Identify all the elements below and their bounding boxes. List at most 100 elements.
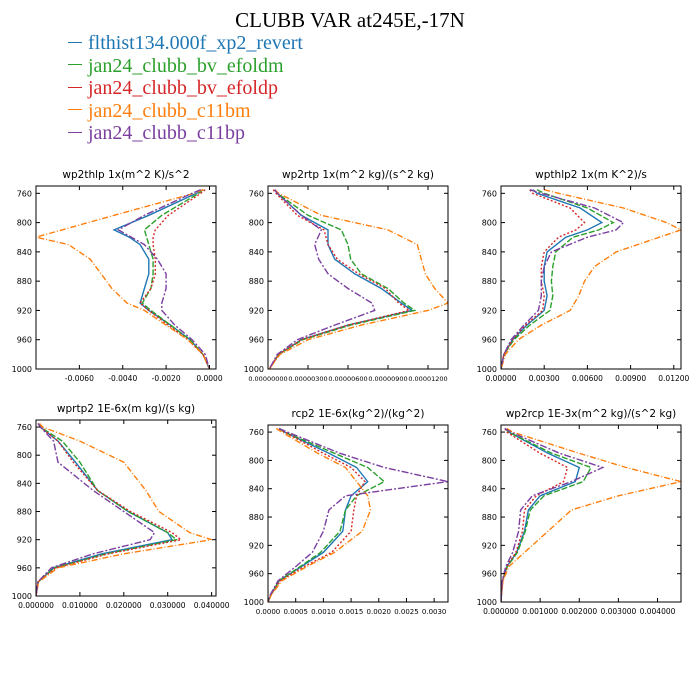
series-line <box>268 189 448 369</box>
y-tick-label: 760 <box>17 423 32 432</box>
y-tick-label: 960 <box>17 564 32 573</box>
y-tick-label: 960 <box>482 336 497 345</box>
chart-panel: wp2rtp 1x(m^2 kg)/(s^2 kg) 760 800 840 880 92… <box>244 169 449 383</box>
y-tick-label: 880 <box>249 277 264 286</box>
x-tick-label: 0.00900 <box>615 374 646 383</box>
y-tick-label: 920 <box>482 306 497 315</box>
series-line <box>501 189 625 369</box>
series-line <box>36 189 211 369</box>
series-line <box>501 427 593 602</box>
y-tick-label: 960 <box>17 336 32 345</box>
series-line <box>501 428 569 602</box>
x-tick-label: 0.000000 <box>483 607 519 616</box>
y-tick-label: 960 <box>249 336 264 345</box>
x-tick-label: 0.000000 <box>18 601 54 610</box>
y-tick-label: 960 <box>482 570 497 579</box>
series-line <box>501 189 586 369</box>
y-tick-label: 920 <box>17 536 32 545</box>
plot-frame <box>500 424 682 603</box>
x-tick-label: 0.00001200 <box>408 375 447 383</box>
x-tick-label: 0.0010 <box>311 608 336 616</box>
y-tick-label: 840 <box>482 248 497 257</box>
series-line <box>501 427 581 602</box>
plot-frame <box>500 185 682 370</box>
legend-label: jan24_clubb_bv_efoldm <box>88 54 284 77</box>
y-tick-label: 1000 <box>244 598 264 607</box>
x-tick-label: 0.00300 <box>529 374 560 383</box>
y-tick-label: 880 <box>249 513 264 522</box>
series-line <box>501 189 604 369</box>
x-tick-label: 0.00600 <box>572 374 603 383</box>
series-line <box>501 189 681 369</box>
y-tick-label: 800 <box>17 219 32 228</box>
plot-frame <box>267 185 449 370</box>
x-tick-label: 0.0000 <box>256 608 281 616</box>
legend-line-icon <box>68 86 82 88</box>
chart-title: wpthlp2 1x(m K^2)/s <box>535 169 647 181</box>
legend-label: flthist134.000f_xp2_revert <box>88 32 303 54</box>
y-tick-label: 960 <box>249 570 264 579</box>
series-line <box>36 423 212 596</box>
y-tick-label: 920 <box>249 541 264 550</box>
y-tick-label: 880 <box>482 513 497 522</box>
chart-title: rcp2 1E-6x(kg^2)/(kg^2) <box>292 408 425 420</box>
x-tick-label: -0.0060 <box>65 374 94 383</box>
series-line <box>116 189 211 369</box>
y-tick-label: 760 <box>482 189 497 198</box>
x-tick-label: 0.0020 <box>367 608 392 616</box>
x-tick-label: 0.003000 <box>600 607 636 616</box>
y-tick-label: 800 <box>249 219 264 228</box>
series-line <box>268 189 376 369</box>
x-tick-label: 0.030000 <box>150 601 186 610</box>
chart-panel: wp2rcp 1E-3x(m^2 kg)/(s^2 kg) 760 800 840 88… <box>477 408 682 616</box>
y-tick-label: 840 <box>482 485 497 494</box>
series-line <box>36 423 156 596</box>
series-line <box>36 423 174 596</box>
x-tick-label: 0.040000 <box>194 601 230 610</box>
x-tick-label: 0.004000 <box>640 607 676 616</box>
series-line <box>501 189 615 369</box>
series-line <box>268 427 366 602</box>
y-tick-label: 920 <box>249 306 264 315</box>
chart-title: wp2rtp 1x(m^2 kg)/(s^2 kg) <box>282 169 434 181</box>
series-line <box>36 423 179 596</box>
x-tick-label: 0.002000 <box>561 607 597 616</box>
legend: flthist134.000f_xp2_revert jan24_clubb_b… <box>68 32 303 145</box>
y-tick-label: 800 <box>249 456 264 465</box>
x-tick-label: 0.010000 <box>62 601 98 610</box>
series-line <box>139 189 211 369</box>
legend-item: jan24_clubb_c11bp <box>68 122 303 145</box>
y-tick-label: 760 <box>249 189 264 198</box>
y-tick-label: 880 <box>482 277 497 286</box>
series-line <box>141 189 211 369</box>
plot-frame <box>267 424 449 603</box>
legend-line-icon <box>68 109 82 111</box>
y-tick-label: 800 <box>17 451 32 460</box>
series-line <box>268 427 372 602</box>
x-tick-label: 0.0000 <box>196 374 222 383</box>
figure-title: CLUBB VAR at245E,-17N <box>235 8 465 32</box>
y-tick-label: 760 <box>17 189 32 198</box>
chart-panel: wp2thlp 1x(m^2 K)/s^2 760 800 840 880 920 960 1… <box>12 169 223 383</box>
chart-panel: wprtp2 1E-6x(m kg)/(s kg) 760 800 840 880 920… <box>12 403 230 610</box>
x-tick-label: 0.0015 <box>339 608 364 616</box>
legend-item: jan24_clubb_bv_efoldm <box>68 55 303 78</box>
x-tick-label: 0.00000300 <box>288 375 327 383</box>
y-tick-label: 800 <box>482 219 497 228</box>
x-tick-label: -0.0040 <box>108 374 137 383</box>
y-tick-label: 1000 <box>12 365 32 374</box>
x-tick-label: 0.0025 <box>394 608 419 616</box>
legend-item: jan24_clubb_c11bm <box>68 100 303 123</box>
x-tick-label: -0.0020 <box>152 374 181 383</box>
x-tick-label: 0.0030 <box>422 608 447 616</box>
chart-title: wp2thlp 1x(m^2 K)/s^2 <box>62 169 189 181</box>
y-tick-label: 760 <box>249 428 264 437</box>
chart-title: wp2rcp 1E-3x(m^2 kg)/(s^2 kg) <box>506 408 677 420</box>
y-tick-label: 1000 <box>12 592 32 601</box>
chart-panel: wpthlp2 1x(m K^2)/s 760 800 840 880 920 960 100… <box>477 169 690 383</box>
legend-label: jan24_clubb_c11bp <box>88 122 246 144</box>
plot-frame <box>35 419 217 597</box>
x-tick-label: 0.01200 <box>658 374 689 383</box>
legend-label: jan24_clubb_bv_efoldp <box>88 77 278 99</box>
x-tick-label: 0.00000 <box>485 374 516 383</box>
